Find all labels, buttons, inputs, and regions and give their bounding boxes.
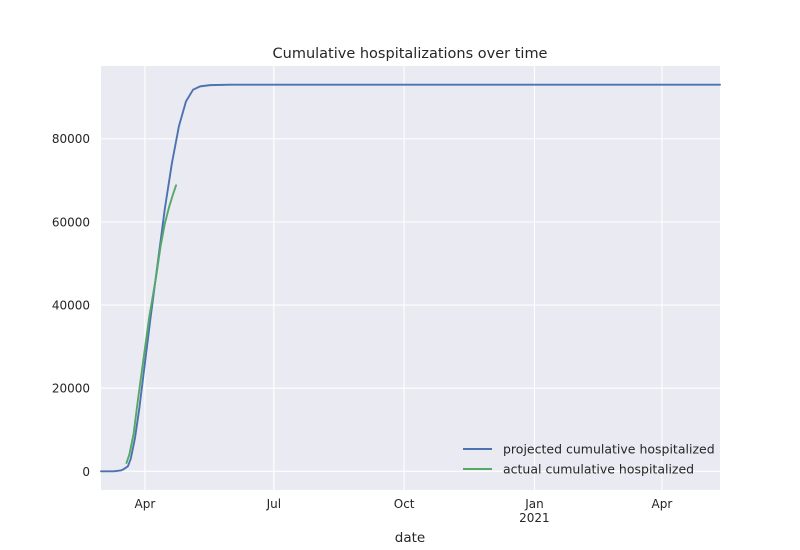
legend-label: projected cumulative hospitalized [503, 442, 715, 457]
x-tick-label: Apr [652, 497, 673, 511]
plot-area-background [101, 66, 720, 490]
x-tick-label: Jan [524, 497, 544, 511]
x-tick-label: Jul [266, 497, 281, 511]
y-tick-label: 20000 [52, 382, 90, 396]
x-tick-sublabel: 2021 [519, 511, 550, 525]
y-tick-labels: 0 20000 40000 60000 80000 [52, 132, 90, 479]
legend-label: actual cumulative hospitalized [503, 462, 694, 477]
x-axis-label: date [395, 530, 425, 546]
y-tick-label: 60000 [52, 215, 90, 229]
x-tick-label: Apr [135, 497, 156, 511]
chart-title: Cumulative hospitalizations over time [273, 46, 548, 62]
y-tick-label: 40000 [52, 299, 90, 313]
y-tick-label: 0 [82, 465, 90, 479]
y-tick-label: 80000 [52, 132, 90, 146]
x-gridlines [144, 66, 663, 490]
x-tick-label: Oct [394, 497, 415, 511]
series-lines [100, 83, 721, 473]
legend: projected cumulative hospitalized actual … [463, 442, 715, 477]
series-line-1 [125, 184, 178, 464]
y-gridlines [101, 138, 720, 472]
